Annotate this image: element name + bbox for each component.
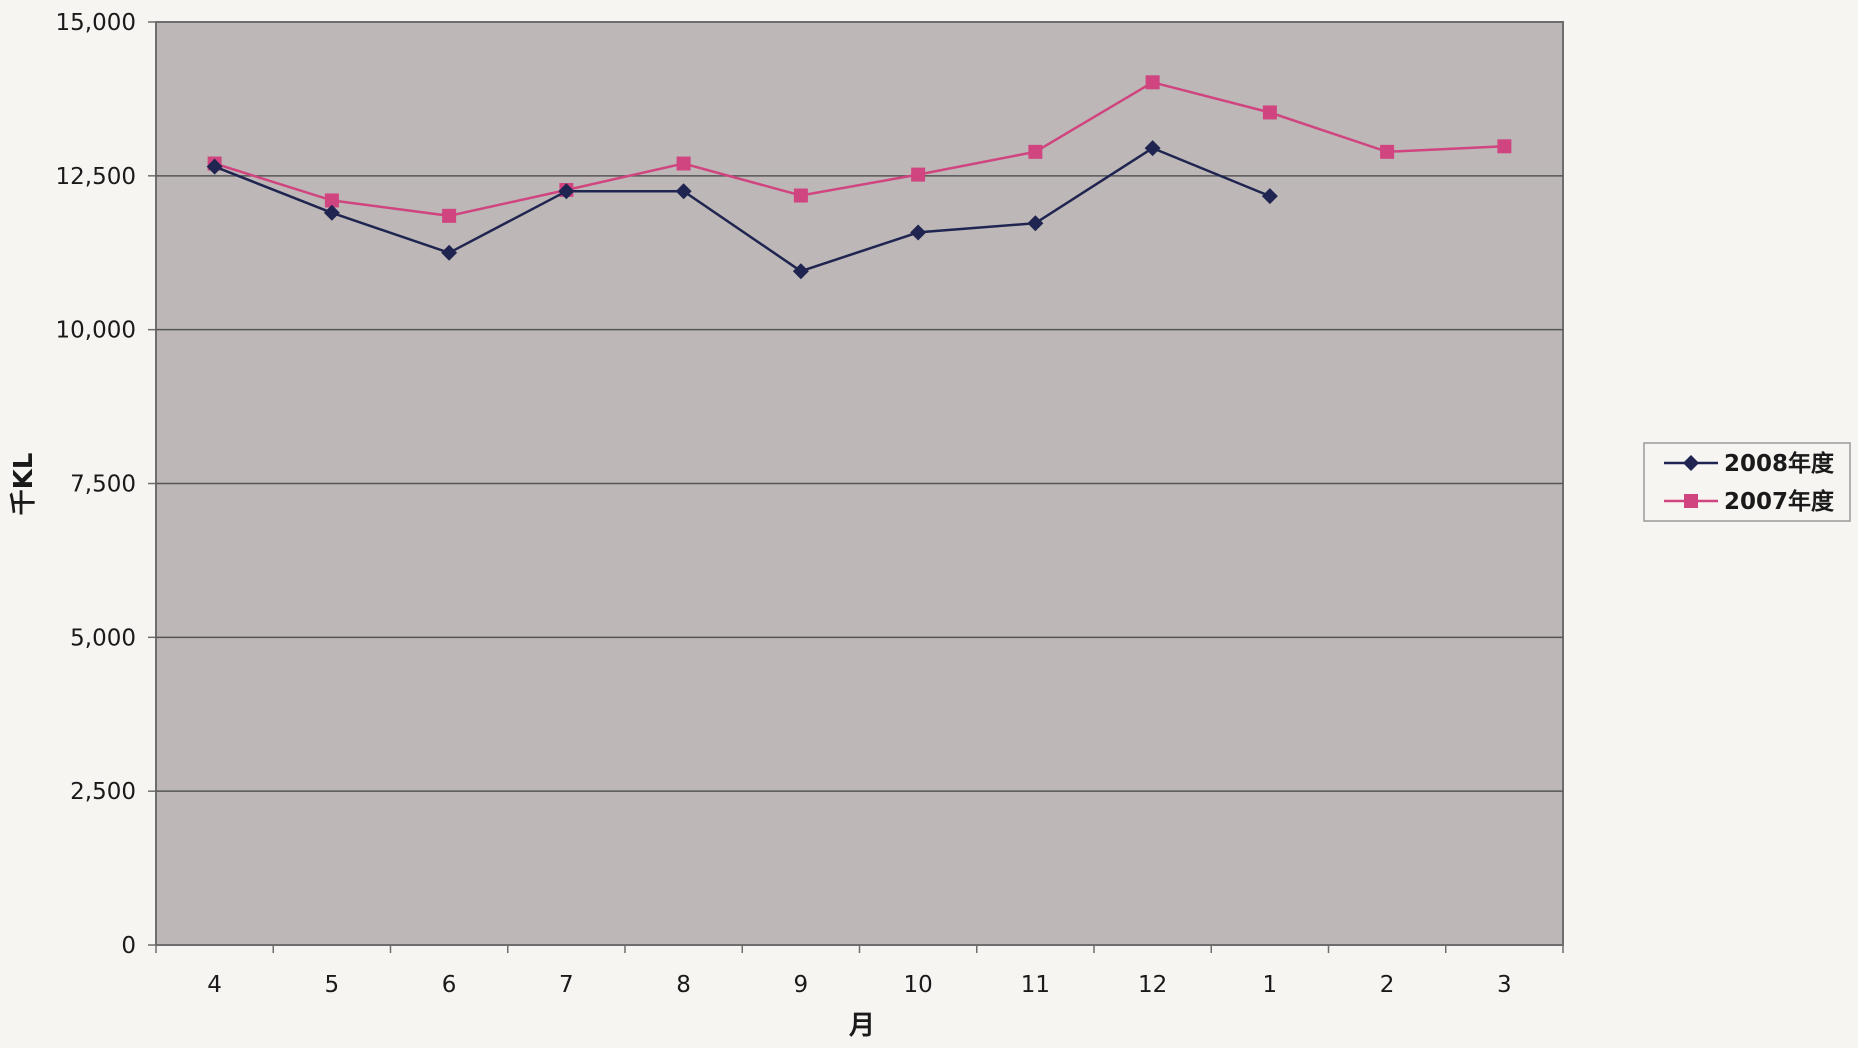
x-tick-label: 5 <box>325 972 340 998</box>
y-tick-label: 0 <box>121 933 136 959</box>
y-tick-label: 10,000 <box>56 318 136 344</box>
x-axis-title: 月 <box>848 1011 875 1041</box>
data-point <box>442 208 457 223</box>
data-point <box>793 188 808 203</box>
y-axis: 0 2,500 5,000 7,500 10,000 12,500 15,000 <box>56 10 156 959</box>
x-tick-label: 8 <box>676 972 691 998</box>
data-point <box>1262 105 1277 120</box>
x-tick-label: 9 <box>794 972 809 998</box>
plot-area <box>155 21 1564 946</box>
series-line <box>214 146 1271 273</box>
y-tick-label: 2,500 <box>70 779 136 805</box>
y-axis-title: 千KL <box>9 453 39 516</box>
legend-label: 2008年度 <box>1724 450 1835 477</box>
data-point <box>558 183 575 200</box>
data-point <box>911 167 926 182</box>
data-point <box>1497 139 1512 154</box>
y-tick-label: 12,500 <box>56 164 136 190</box>
x-axis: 4 5 6 7 8 9 10 11 12 1 2 3 <box>155 945 1564 998</box>
x-tick-label: 10 <box>903 972 932 998</box>
legend-item: 2008年度 <box>1664 450 1835 477</box>
data-point <box>1261 188 1278 205</box>
x-tick-label: 11 <box>1021 972 1050 998</box>
data-point <box>676 156 691 171</box>
series-group <box>206 75 1512 280</box>
legend-label: 2007年度 <box>1724 488 1835 515</box>
data-point <box>1144 140 1161 157</box>
x-tick-label: 3 <box>1497 972 1512 998</box>
y-tick-label: 15,000 <box>56 10 136 36</box>
x-tick-label: 4 <box>207 972 222 998</box>
x-tick-label: 1 <box>1263 972 1278 998</box>
x-tick-label: 2 <box>1380 972 1395 998</box>
data-point <box>1145 75 1160 90</box>
data-point <box>441 244 458 261</box>
data-point <box>1027 215 1044 232</box>
data-point <box>206 158 223 175</box>
legend-box <box>1643 442 1851 522</box>
y-tick-label: 5,000 <box>70 625 136 651</box>
legend: 2008年度 2007年度 <box>1643 442 1851 522</box>
data-point <box>1028 144 1043 159</box>
x-tick-label: 7 <box>559 972 574 998</box>
x-tick-label: 6 <box>442 972 457 998</box>
legend-item: 2007年度 <box>1664 488 1835 515</box>
legend-marker <box>1684 494 1698 508</box>
x-tick-label: 12 <box>1138 972 1167 998</box>
y-tick-label: 7,500 <box>70 472 136 498</box>
data-point <box>323 204 340 221</box>
data-point <box>792 263 809 280</box>
series-line <box>214 80 1505 218</box>
legend-marker <box>1683 455 1699 471</box>
data-point <box>324 193 339 208</box>
data-point <box>910 224 927 241</box>
data-point <box>675 183 692 200</box>
data-point <box>1380 144 1395 159</box>
series-2008年度 <box>206 140 1278 280</box>
